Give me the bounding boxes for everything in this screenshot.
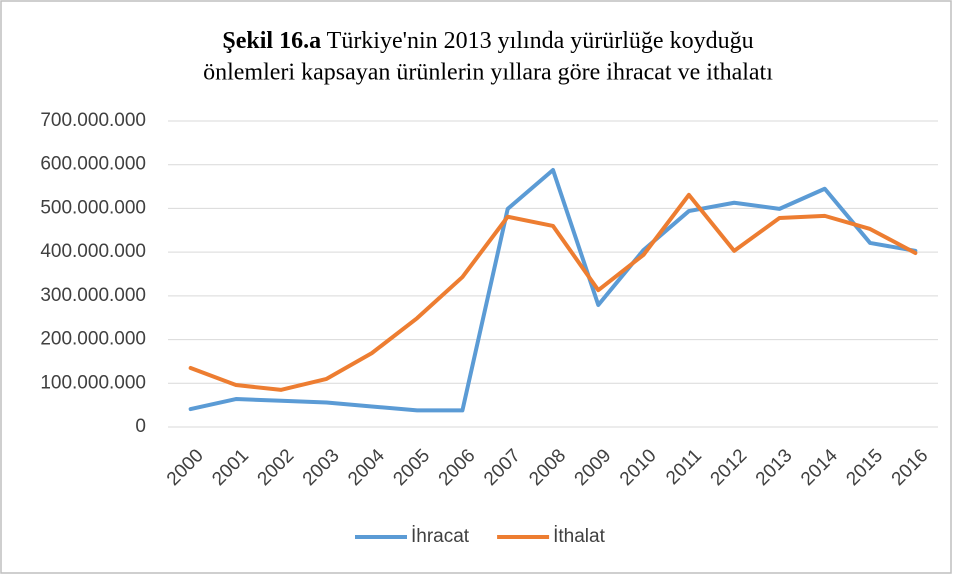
legend-label: İthalat xyxy=(553,526,605,547)
y-tick-label: 400.000.000 xyxy=(40,241,146,262)
title-prefix: Şekil 16.a xyxy=(222,28,321,54)
title-line-2: önlemleri kapsayan ürünlerin yıllara gör… xyxy=(203,60,773,86)
y-tick-label: 300.000.000 xyxy=(40,285,146,306)
y-tick-label: 600.000.000 xyxy=(40,154,146,175)
series-line xyxy=(188,167,918,413)
series-line xyxy=(188,192,918,392)
y-tick-label: 500.000.000 xyxy=(40,197,146,218)
y-tick-label: 100.000.000 xyxy=(40,372,146,393)
y-tick-label: 200.000.000 xyxy=(40,329,146,350)
title-line-1: Türkiye'nin 2013 yılında yürürlüğe koydu… xyxy=(327,28,754,54)
y-tick-label: 700.000.000 xyxy=(40,110,146,131)
legend-label: İhracat xyxy=(411,526,470,547)
y-tick-label: 0 xyxy=(135,416,146,437)
chart-title: Şekil 16.a Türkiye'nin 2013 yılında yürü… xyxy=(222,28,753,54)
